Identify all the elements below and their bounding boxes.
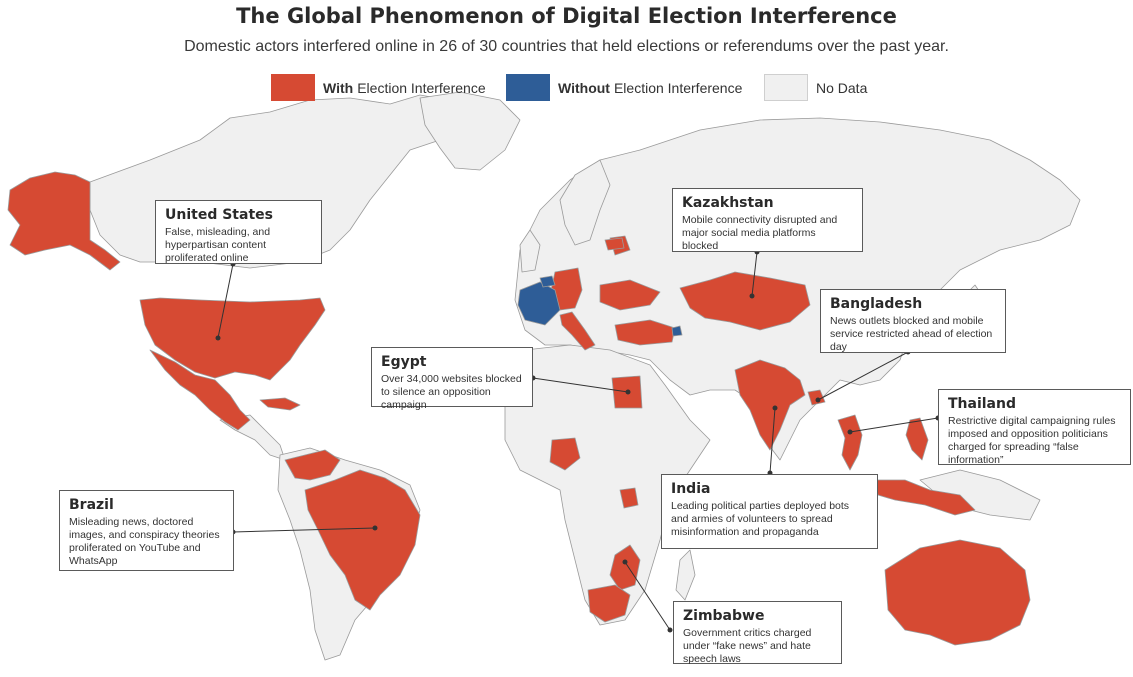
callout-title: Egypt <box>381 354 427 370</box>
callout-title: Zimbabwe <box>683 608 765 624</box>
dot-zimbabwe <box>622 559 628 565</box>
armenia-shape <box>671 325 683 337</box>
cuba-shape <box>259 397 301 411</box>
callout-text: Misleading news, doctored images, and co… <box>69 516 220 567</box>
leader-thailand <box>849 417 939 433</box>
leader-bangladesh <box>817 351 909 401</box>
legend-without-bold: Without <box>558 79 610 96</box>
leader-usa <box>217 263 234 339</box>
callout-text: Mobile connectivity disrupted and major … <box>682 214 838 252</box>
page-title: The Global Phenomenon of Digital Electio… <box>236 4 897 28</box>
dot-india <box>772 405 778 411</box>
legend-nodata: No Data <box>764 74 867 101</box>
italy-shape <box>559 311 596 351</box>
turkey-shape <box>614 319 676 346</box>
kazakhstan-shape <box>679 271 811 331</box>
scandinavia-region <box>559 159 611 246</box>
south-africa-shape <box>587 584 631 623</box>
leader-india <box>769 407 776 474</box>
dot-brazil <box>372 525 378 531</box>
legend-swatch-with <box>271 74 315 101</box>
callout-bangladesh: Bangladesh News outlets blocked and mobi… <box>820 289 1006 353</box>
dot-egypt <box>625 389 631 395</box>
leader-kazakhstan <box>751 251 758 297</box>
leader-zimbabwe <box>624 561 671 631</box>
callout-brazil: Brazil Misleading news, doctored images,… <box>59 490 234 571</box>
legend-swatch-nodata <box>764 74 808 101</box>
dot-thailand <box>847 429 853 435</box>
dot-kazakhstan <box>749 293 755 299</box>
leader-egypt <box>532 377 629 393</box>
callout-title: Bangladesh <box>830 296 923 312</box>
greenland-region <box>419 91 521 171</box>
poland-ukraine-shape <box>599 279 661 311</box>
mozambique-zimbabwe-shape <box>609 544 641 591</box>
legend-with-bold: With <box>323 79 354 96</box>
callout-title: Brazil <box>69 497 114 513</box>
legend-swatch-without <box>506 74 550 101</box>
callout-zimbabwe: Zimbabwe Government critics charged unde… <box>673 601 842 665</box>
legend-with-text: Election Interference <box>357 79 486 96</box>
africa-region <box>504 344 711 626</box>
callout-text: Over 34,000 websites blocked to silence … <box>381 373 522 411</box>
callout-title: Kazakhstan <box>682 195 774 211</box>
leader-brazil <box>232 527 376 533</box>
madagascar-region <box>675 549 696 601</box>
bangladesh-shape <box>807 389 826 406</box>
thailand-shape <box>837 414 863 471</box>
callout-text: Restrictive digital campaigning rules im… <box>948 415 1116 466</box>
dot-usa <box>215 335 221 341</box>
alaska-shape <box>7 171 121 271</box>
dot-zimbabwe-box <box>667 627 673 633</box>
latvia-shape <box>604 237 625 251</box>
india-shape <box>734 359 806 451</box>
dr-congo-shape <box>619 487 639 509</box>
nigeria-shape <box>549 437 581 471</box>
callout-title: United States <box>165 207 273 223</box>
indonesia-shape <box>874 479 976 516</box>
colombia-venezuela-shape <box>284 449 341 481</box>
legend-with: With Election Interference <box>271 74 486 101</box>
callout-india: India Leading political parties deployed… <box>661 474 878 549</box>
callout-text: News outlets blocked and mobile service … <box>830 315 993 353</box>
callout-kazakhstan: Kazakhstan Mobile connectivity disrupted… <box>672 188 863 252</box>
mexico-shape <box>149 349 251 431</box>
legend-nodata-text: No Data <box>816 79 868 96</box>
callout-title: Thailand <box>948 396 1016 412</box>
callout-text: False, misleading, and hyperpartisan con… <box>165 226 271 264</box>
callout-title: India <box>671 481 711 497</box>
dot-bangladesh <box>815 397 821 403</box>
page-subtitle: Domestic actors interfered online in 26 … <box>184 38 949 55</box>
brazil-shape <box>304 469 421 611</box>
philippines-shape <box>905 417 929 461</box>
callout-text: Leading political parties deployed bots … <box>671 500 850 538</box>
legend-without: Without Election Interference <box>506 74 742 101</box>
legend-without-text: Election Interference <box>613 79 743 96</box>
callout-thailand: Thailand Restrictive digital campaigning… <box>938 389 1131 466</box>
callout-text: Government critics charged under “fake n… <box>683 627 812 665</box>
australia-shape <box>884 539 1031 646</box>
callout-egypt: Egypt Over 34,000 websites blocked to si… <box>371 347 533 411</box>
uk-region <box>519 229 541 273</box>
belgium-shape <box>539 275 556 288</box>
callout-united-states: United States False, misleading, and hyp… <box>155 200 322 264</box>
usa-shape <box>139 297 326 381</box>
